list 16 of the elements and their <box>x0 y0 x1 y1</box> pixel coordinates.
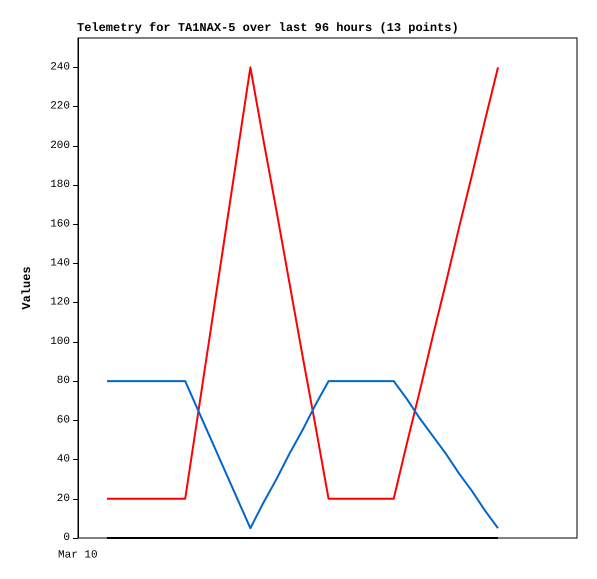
y-tick-label: 180 <box>50 179 70 192</box>
y-tick-label: 80 <box>56 375 70 388</box>
y-tick-label: 20 <box>56 492 70 505</box>
chart-title: Telemetry for TA1NAX-5 over last 96 hours (13 points) <box>77 21 459 35</box>
y-tick-label: 220 <box>50 100 70 113</box>
y-tick-label: 40 <box>56 454 70 466</box>
y-tick-label: 0 <box>63 532 70 544</box>
y-tick-label: 160 <box>50 218 70 230</box>
y-tick-label: 120 <box>50 296 70 309</box>
y-tick-label: 240 <box>50 61 70 74</box>
text: Mar 10 <box>58 550 98 562</box>
y-tick-label: 60 <box>56 414 70 426</box>
y-axis-title: Values <box>20 266 34 310</box>
y-tick-label: 200 <box>50 140 70 152</box>
y-tick-label: 100 <box>50 336 70 348</box>
y-tick-label: 140 <box>50 257 70 270</box>
